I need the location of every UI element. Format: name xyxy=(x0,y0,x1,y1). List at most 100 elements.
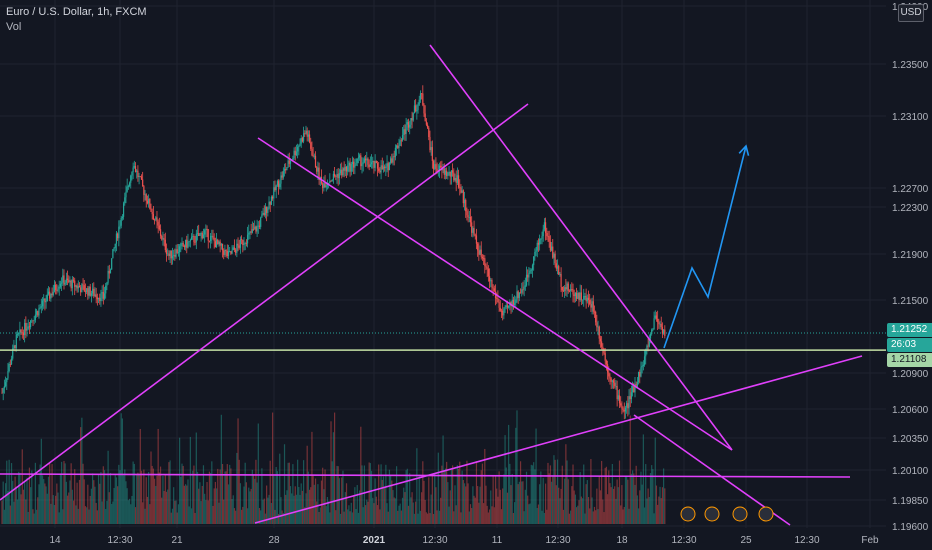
candle-body xyxy=(568,290,571,292)
candle-body xyxy=(304,133,306,135)
price-axis[interactable]: 1.240001.235001.231001.227001.223001.219… xyxy=(892,2,929,533)
candle-body xyxy=(406,122,408,125)
volume-bar xyxy=(171,508,174,524)
volume-bar xyxy=(379,509,381,524)
candle-body xyxy=(64,282,66,285)
trendline[interactable] xyxy=(254,355,863,524)
volume-bar xyxy=(153,478,156,524)
candle-body xyxy=(46,294,48,302)
volume-bar xyxy=(238,459,240,524)
projection-arrowhead xyxy=(738,144,750,156)
volume-bar xyxy=(364,505,367,524)
candle-body xyxy=(279,183,281,188)
volume-bar xyxy=(276,471,278,524)
candle-body xyxy=(89,286,91,296)
volume-bar xyxy=(94,486,96,524)
candle-body xyxy=(245,243,247,244)
candle-body xyxy=(210,235,212,242)
candle-body xyxy=(419,93,422,100)
economic-event-icon[interactable] xyxy=(758,506,774,522)
volume-bar xyxy=(372,497,374,524)
trend-drawings[interactable] xyxy=(0,44,886,526)
projection-path[interactable] xyxy=(663,145,747,349)
currency-button[interactable]: USD xyxy=(898,4,924,22)
volume-bar xyxy=(105,508,107,524)
candle-body xyxy=(137,170,139,178)
price-tick-label: 1.20100 xyxy=(892,466,929,477)
candle-body xyxy=(193,236,195,243)
candle-body xyxy=(159,229,162,236)
volume-bar xyxy=(288,462,290,524)
countdown-tag: 26:03 xyxy=(887,338,932,352)
volume-indicator-label[interactable]: Vol xyxy=(6,21,22,33)
volume-bar xyxy=(560,488,562,524)
price-tick-label: 1.23100 xyxy=(892,112,929,123)
economic-event-icon[interactable] xyxy=(680,506,696,522)
volume-bar xyxy=(260,510,262,524)
symbol-title[interactable]: Euro / U.S. Dollar, 1h, FXCM xyxy=(6,6,147,18)
volume-bar xyxy=(345,483,348,524)
volume-bar xyxy=(630,473,633,524)
candle-body xyxy=(184,239,187,248)
volume-bar xyxy=(35,509,38,524)
volume-bar xyxy=(289,486,292,524)
trendline[interactable] xyxy=(0,103,529,501)
economic-event-icon[interactable] xyxy=(732,506,748,522)
candle-body xyxy=(47,291,50,295)
volume-bar xyxy=(97,474,100,524)
volume-bar xyxy=(329,512,331,524)
candle-body xyxy=(366,158,368,161)
volume-bar xyxy=(556,459,559,524)
candle-body xyxy=(566,283,568,290)
trendline[interactable] xyxy=(0,473,851,478)
candle-body xyxy=(232,247,234,251)
candle-body xyxy=(642,364,644,366)
volume-bar xyxy=(122,475,125,524)
volume-bar xyxy=(106,500,108,524)
volume-bar xyxy=(363,465,365,524)
volume-bar xyxy=(26,477,28,524)
volume-bar xyxy=(504,435,506,524)
candle-body xyxy=(436,168,438,173)
volume-bar xyxy=(103,470,106,524)
candle-body xyxy=(317,167,319,172)
volume-bar xyxy=(530,464,532,524)
volume-bar xyxy=(242,506,244,524)
time-axis[interactable]: 14 12:30 21 28 2021 12:30 11 12:30 18 12:30 25 12:3… xyxy=(49,535,879,546)
trendline[interactable] xyxy=(257,137,733,451)
candle-body xyxy=(14,345,16,349)
candle-body xyxy=(663,329,665,334)
candle-body xyxy=(199,233,201,236)
candle-body xyxy=(610,378,612,382)
candle-body xyxy=(605,360,607,365)
candle-body xyxy=(382,166,385,170)
candle-body xyxy=(504,307,506,309)
volume-bar xyxy=(378,464,380,524)
candle-body xyxy=(580,292,582,301)
volume-bar xyxy=(75,505,77,524)
candle-body xyxy=(322,183,324,188)
candle-body xyxy=(168,253,170,257)
volume-bar xyxy=(47,476,50,524)
volume-bar xyxy=(510,485,512,524)
candle-body xyxy=(59,283,62,287)
candle-body xyxy=(647,345,649,347)
candle-body xyxy=(220,243,222,246)
economic-event-icon[interactable] xyxy=(704,506,720,522)
volume-bar xyxy=(223,499,225,524)
volume-bar xyxy=(13,501,15,524)
volume-bar xyxy=(124,469,126,524)
volume-bar xyxy=(231,499,233,524)
candle-body xyxy=(126,186,128,192)
volume-bar xyxy=(602,499,604,524)
volume-bar xyxy=(57,492,59,524)
volume-bar xyxy=(574,494,577,524)
volume-bar xyxy=(270,502,273,524)
volume-bar xyxy=(370,470,373,524)
candle-body xyxy=(249,231,251,233)
volume-bar xyxy=(506,492,509,524)
trendline[interactable] xyxy=(429,44,733,451)
trendline[interactable] xyxy=(633,414,791,526)
